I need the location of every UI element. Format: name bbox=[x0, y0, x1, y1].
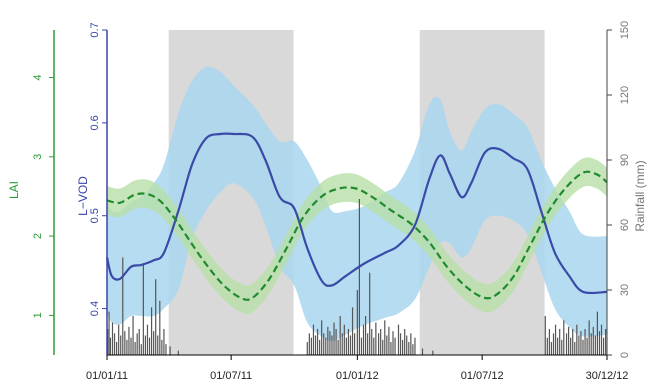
x-tick-label: 01/07/11 bbox=[210, 370, 252, 382]
vod-axis-title: L−VOD bbox=[76, 176, 90, 216]
lai-tick-label: 4 bbox=[32, 74, 44, 80]
line-lai bbox=[106, 170, 608, 301]
axes: 01/01/11 01/07/11 01/01/12 01/07/12 30/12/12… bbox=[7, 21, 647, 382]
band-vod bbox=[107, 66, 607, 342]
vod-tick-label: 0.6 bbox=[89, 115, 101, 130]
vod-tick-label: 0.4 bbox=[89, 301, 101, 316]
x-tick-label: 01/01/12 bbox=[336, 370, 379, 382]
lai-axis-title: LAI bbox=[7, 181, 21, 199]
series-lines bbox=[105, 132, 608, 301]
x-tick-label: 01/01/11 bbox=[86, 370, 128, 382]
rain-tick-label: 0 bbox=[619, 352, 631, 358]
rainfall-bars bbox=[107, 199, 607, 355]
rain-tick-label: 150 bbox=[619, 21, 631, 39]
lai-tick-label: 1 bbox=[32, 312, 44, 318]
x-tick-label: 01/07/12 bbox=[461, 370, 504, 382]
line-vod bbox=[105, 132, 608, 295]
x-tick-label: 30/12/12 bbox=[586, 370, 629, 382]
rain-tick-label: 120 bbox=[619, 86, 631, 104]
rain-tick-label: 60 bbox=[619, 219, 631, 231]
rain-tick-label: 90 bbox=[619, 154, 631, 166]
rain-axis-title: Rainfall (mm) bbox=[633, 160, 647, 231]
vod-tick-label: 0.7 bbox=[89, 22, 101, 37]
lai-tick-label: 2 bbox=[32, 233, 44, 239]
lai-tick-label: 3 bbox=[32, 154, 44, 160]
vod-tick-label: 0.5 bbox=[89, 208, 101, 223]
rain-tick-label: 30 bbox=[619, 284, 631, 296]
